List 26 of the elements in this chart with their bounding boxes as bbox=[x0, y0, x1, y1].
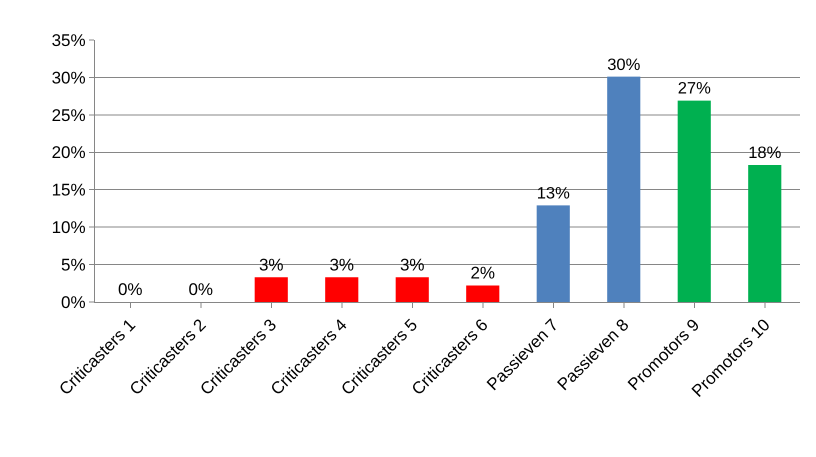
data-label: 0% bbox=[118, 280, 143, 299]
bar bbox=[607, 76, 640, 302]
y-tick-label: 0% bbox=[61, 292, 86, 312]
data-label: 18% bbox=[748, 143, 782, 162]
y-tick-label: 25% bbox=[52, 106, 86, 125]
bar bbox=[678, 100, 711, 302]
y-tick-label: 30% bbox=[52, 68, 86, 88]
data-label: 13% bbox=[536, 184, 570, 203]
y-tick-label: 10% bbox=[52, 218, 86, 238]
data-label: 30% bbox=[607, 54, 641, 74]
data-label: 3% bbox=[400, 255, 425, 274]
y-tick-label: 5% bbox=[61, 256, 86, 275]
data-label: 0% bbox=[188, 280, 214, 299]
data-label: 27% bbox=[678, 78, 712, 98]
bar bbox=[536, 205, 570, 302]
y-tick-label: 15% bbox=[52, 180, 86, 200]
y-tick-label: 35% bbox=[52, 30, 86, 50]
bar bbox=[254, 277, 288, 302]
data-label: 3% bbox=[258, 255, 284, 274]
data-label: 3% bbox=[329, 255, 354, 274]
bar bbox=[396, 277, 429, 302]
bar bbox=[325, 277, 358, 302]
bar bbox=[466, 286, 500, 302]
bar bbox=[748, 165, 782, 302]
y-tick-label: 20% bbox=[52, 143, 86, 162]
data-label: 2% bbox=[470, 264, 496, 283]
